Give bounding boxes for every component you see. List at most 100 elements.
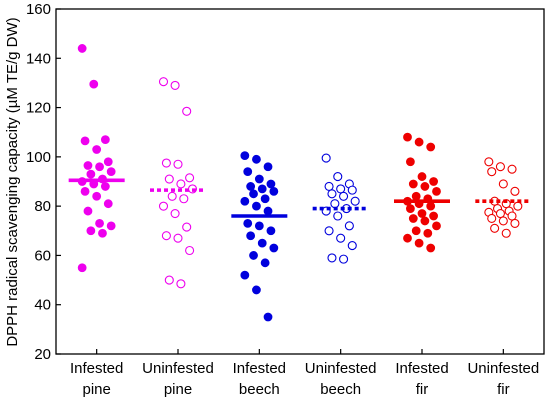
data-point-open	[510, 186, 520, 196]
data-point-open	[495, 162, 505, 172]
data-point-filled	[246, 231, 256, 241]
data-point-open	[347, 185, 357, 195]
y-axis-ticks: 20 40 60 80 100 120 140 160	[26, 1, 61, 363]
data-point-filled	[423, 228, 433, 238]
data-point-filled	[249, 189, 258, 199]
data-point-open	[333, 211, 343, 221]
data-point-filled	[260, 194, 270, 204]
data-point-open	[344, 221, 354, 231]
x-axis-ticks	[96, 349, 504, 354]
data-point-open	[158, 201, 169, 211]
data-point-open	[170, 80, 180, 90]
data-point-filled	[95, 162, 104, 172]
data-point-filled	[266, 179, 276, 189]
data-point-open	[173, 159, 183, 169]
data-point-filled	[252, 285, 261, 295]
data-point-filled	[408, 214, 418, 223]
data-point-open	[182, 106, 192, 116]
data-point-filled	[252, 201, 261, 211]
data-point-filled	[100, 135, 110, 145]
data-point-open	[164, 275, 174, 285]
data-point-filled	[100, 182, 110, 191]
data-point-filled	[257, 238, 267, 248]
category-label-line1: Uninfested	[467, 360, 539, 377]
data-point-open	[185, 245, 195, 256]
data-point-open	[336, 233, 346, 243]
data-point-open	[487, 213, 497, 224]
data-point-open	[161, 158, 171, 168]
category-label-line2: fir	[416, 381, 429, 398]
data-points	[77, 44, 523, 322]
y-tick-label: 60	[34, 247, 51, 264]
data-point-open	[327, 189, 337, 199]
data-point-open	[350, 196, 360, 206]
data-point-open	[158, 77, 169, 87]
category-label-line2: beech	[320, 381, 361, 398]
category-label-line1: Uninfested	[305, 360, 377, 377]
data-point-filled	[252, 154, 261, 164]
data-point-open	[501, 228, 511, 238]
data-point-filled	[403, 233, 412, 243]
data-point-open	[324, 226, 334, 236]
data-point-filled	[77, 44, 87, 53]
data-point-filled	[426, 243, 436, 253]
y-tick-label: 140	[26, 50, 51, 67]
data-point-open	[173, 233, 183, 243]
category-label-line1: Infested	[70, 360, 123, 377]
data-point-open	[498, 179, 508, 189]
data-point-filled	[83, 161, 93, 170]
data-point-open	[164, 174, 174, 184]
data-point-filled	[411, 226, 421, 236]
category-label-line1: Uninfested	[142, 360, 214, 377]
data-point-filled	[246, 182, 256, 191]
data-point-filled	[263, 206, 273, 216]
data-point-filled	[254, 174, 264, 184]
data-point-filled	[243, 167, 253, 177]
y-tick-label: 40	[34, 297, 51, 314]
data-point-open	[321, 153, 331, 163]
data-point-open	[507, 164, 517, 174]
data-point-open	[167, 191, 177, 201]
data-point-filled	[414, 137, 424, 147]
data-point-filled	[92, 145, 102, 154]
plot-frame	[55, 8, 545, 355]
data-point-filled	[106, 221, 116, 231]
data-point-open	[507, 211, 517, 221]
data-point-filled	[429, 211, 439, 221]
category-label-line1: Infested	[233, 360, 286, 377]
y-axis-title: DPPH radical scavenging capacity (µM TE/…	[4, 17, 21, 346]
data-point-filled	[103, 199, 113, 209]
category-label-line2: pine	[164, 381, 192, 398]
data-point-filled	[405, 204, 415, 214]
data-point-filled	[80, 186, 90, 196]
data-point-open	[339, 254, 349, 264]
data-point-filled	[83, 206, 93, 216]
category-label-line2: fir	[497, 381, 510, 398]
data-point-open	[333, 172, 343, 182]
category-label-line1: Infested	[395, 360, 448, 377]
data-point-filled	[240, 151, 250, 161]
data-point-filled	[417, 172, 427, 181]
data-point-filled	[103, 157, 113, 167]
data-point-open	[182, 222, 192, 232]
data-point-open	[324, 181, 334, 191]
median-lines	[68, 178, 532, 218]
data-point-filled	[257, 184, 267, 194]
data-point-filled	[77, 263, 87, 273]
data-point-filled	[269, 243, 279, 253]
data-point-open	[176, 179, 186, 189]
data-point-open	[513, 201, 523, 211]
data-point-open	[327, 253, 337, 263]
data-point-open	[495, 208, 505, 219]
data-point-open	[510, 218, 520, 228]
data-point-filled	[95, 218, 104, 228]
data-point-filled	[417, 209, 427, 218]
data-point-filled	[426, 201, 436, 211]
data-point-filled	[266, 226, 276, 236]
category-labels: Infested pine Uninfested pine Infested beech U…	[70, 360, 539, 398]
data-point-filled	[426, 142, 436, 152]
data-point-open	[347, 241, 357, 251]
data-point-open	[339, 191, 349, 201]
y-tick-label: 20	[34, 346, 51, 363]
